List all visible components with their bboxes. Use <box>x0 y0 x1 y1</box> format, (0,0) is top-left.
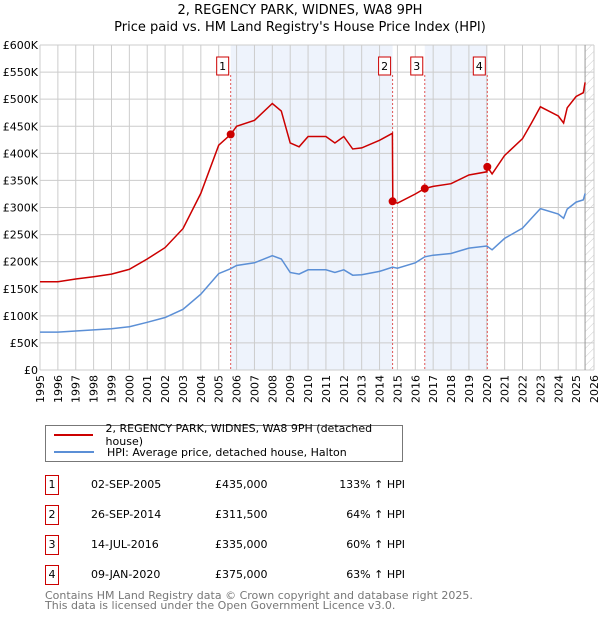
y-tick-label: £150K <box>3 283 39 296</box>
x-tick-label: 2012 <box>338 375 351 403</box>
x-tick-label: 2024 <box>552 375 565 403</box>
y-tick-label: £300K <box>3 202 39 215</box>
x-tick-label: 1995 <box>34 375 47 403</box>
sale-hpi-change: 63% ↑ HPI <box>346 568 405 581</box>
y-tick-label: £450K <box>3 120 39 133</box>
x-tick-label: 2017 <box>427 375 440 403</box>
x-tick-label: 2002 <box>159 375 172 403</box>
sale-row: 4 09-JAN-2020 £375,000 63% ↑ HPI <box>45 565 405 585</box>
sale-date: 02-SEP-2005 <box>91 478 162 491</box>
x-tick-label: 1999 <box>105 375 118 403</box>
sale-date: 09-JAN-2020 <box>91 568 161 581</box>
footer-copyright: Contains HM Land Registry data © Crown c… <box>45 589 473 602</box>
sale-number: 1 <box>45 475 59 495</box>
sale-row: 1 02-SEP-2005 £435,000 133% ↑ HPI <box>45 475 405 495</box>
sale-label-box <box>216 56 230 76</box>
x-tick-label: 2004 <box>195 375 208 403</box>
sale-point <box>483 162 492 171</box>
sale-label-box <box>472 56 486 76</box>
sale-number: 2 <box>45 505 59 525</box>
sale-hpi-change: 60% ↑ HPI <box>346 538 405 551</box>
footer-licence: This data is licensed under the Open Gov… <box>45 599 396 612</box>
sale-hpi-change: 64% ↑ HPI <box>346 508 405 521</box>
sale-price: £311,500 <box>215 508 268 521</box>
x-tick-label: 2022 <box>517 375 530 403</box>
legend-label-property: 2, REGENCY PARK, WIDNES, WA8 9PH (detach… <box>105 422 373 448</box>
legend-label-hpi: HPI: Average price, detached house, Halt… <box>107 445 347 459</box>
sale-label-number: 2 <box>381 60 388 73</box>
x-tick-label: 1998 <box>88 375 101 403</box>
sale-label-number: 1 <box>219 60 226 73</box>
sale-price: £375,000 <box>215 568 268 581</box>
y-tick-label: £600K <box>3 39 39 52</box>
sale-point <box>388 197 397 206</box>
chart-subtitle: Price paid vs. HM Land Registry's House … <box>114 20 486 35</box>
sale-date: 14-JUL-2016 <box>91 538 159 551</box>
x-tick-label: 1996 <box>52 375 65 403</box>
legend-item-hpi: HPI: Average price, detached house, Halt… <box>54 444 347 460</box>
chart-title: 2, REGENCY PARK, WIDNES, WA8 9PH <box>177 3 423 18</box>
price-chart: 1995 1996 1997 1998 1999 2000 2001 2002 2003 2004… <box>3 39 600 403</box>
x-tick-label: 2008 <box>266 375 279 403</box>
legend-swatch-red <box>54 434 93 436</box>
sale-price: £435,000 <box>215 478 268 491</box>
x-tick-label: 2003 <box>177 375 190 403</box>
sale-date: 26-SEP-2014 <box>91 508 162 521</box>
x-tick-label: 2026 <box>588 375 600 403</box>
x-tick-label: 2011 <box>320 375 333 403</box>
x-tick-label: 2016 <box>409 375 422 403</box>
y-tick-label: £0 <box>24 364 38 377</box>
x-tick-label: 2009 <box>284 375 297 403</box>
x-tick-label: 2019 <box>463 375 476 403</box>
x-tick-label: 2005 <box>213 375 226 403</box>
x-tick-label: 2021 <box>499 375 512 403</box>
property-price-line <box>40 82 586 283</box>
sale-row: 2 26-SEP-2014 £311,500 64% ↑ HPI <box>45 505 405 525</box>
x-tick-label: 2018 <box>445 375 458 403</box>
y-tick-label: £50K <box>10 337 39 350</box>
sale-point <box>420 184 429 193</box>
sale-point <box>226 130 235 139</box>
sale-label-box <box>378 56 392 76</box>
x-tick-label: 2025 <box>570 375 583 403</box>
x-tick-label: 1997 <box>70 375 83 403</box>
x-tick-label: 2000 <box>123 375 136 403</box>
x-tick-label: 2020 <box>481 375 494 403</box>
legend: 2, REGENCY PARK, WIDNES, WA8 9PH (detach… <box>45 422 403 462</box>
legend-item-property: 2, REGENCY PARK, WIDNES, WA8 9PH (detach… <box>54 422 402 448</box>
sale-number: 4 <box>45 565 59 585</box>
hpi-line <box>40 193 586 333</box>
y-tick-label: £100K <box>3 310 39 323</box>
sale-price: £335,000 <box>215 538 268 551</box>
x-tick-label: 2007 <box>248 375 261 403</box>
x-tick-label: 2006 <box>231 375 244 403</box>
sale-label-number: 4 <box>476 60 483 73</box>
sale-label-box <box>410 56 424 76</box>
x-tick-label: 2013 <box>356 375 369 403</box>
y-tick-label: £550K <box>3 66 39 79</box>
sale-hpi-change: 133% ↑ HPI <box>339 478 405 491</box>
y-tick-label: £500K <box>3 93 39 106</box>
y-tick-label: £250K <box>3 229 39 242</box>
y-tick-label: £350K <box>3 174 39 187</box>
x-tick-label: 2010 <box>302 375 315 403</box>
sale-row: 3 14-JUL-2016 £335,000 60% ↑ HPI <box>45 535 405 555</box>
x-tick-label: 2023 <box>534 375 547 403</box>
legend-swatch-blue <box>54 451 94 453</box>
x-tick-label: 2015 <box>391 375 404 403</box>
x-tick-label: 2014 <box>374 375 387 403</box>
sale-label-number: 3 <box>413 60 420 73</box>
y-tick-label: £200K <box>3 256 39 269</box>
x-tick-label: 2001 <box>141 375 154 403</box>
y-tick-label: £400K <box>3 147 39 160</box>
sale-number: 3 <box>45 535 59 555</box>
